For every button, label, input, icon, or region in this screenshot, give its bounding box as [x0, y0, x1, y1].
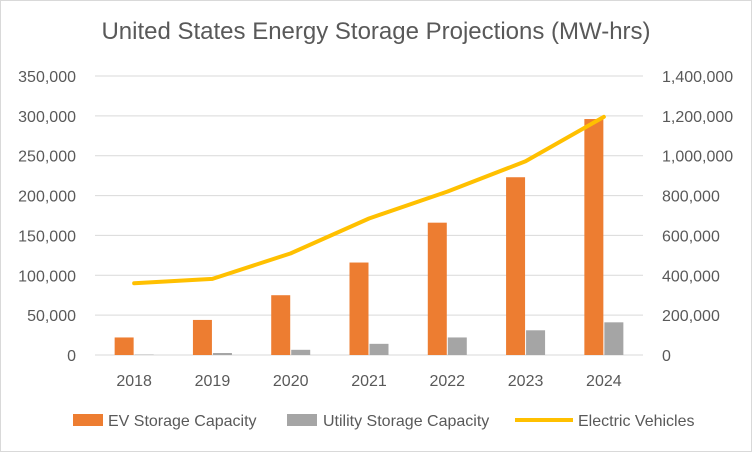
bar-utility-storage-capacity: [212, 353, 232, 355]
bar-utility-storage-capacity: [604, 322, 624, 355]
y-left-tick-label: 300,000: [18, 109, 76, 126]
line-electric-vehicles: [132, 114, 606, 286]
x-tick-label: 2019: [195, 373, 231, 390]
legend-swatch-ev-storage-capacity: [73, 414, 103, 426]
bar-ev-storage-capacity: [349, 262, 369, 355]
bar-utility-storage-capacity: [447, 337, 467, 355]
y-right-tick-label: 800,000: [662, 189, 720, 206]
y-left-tick-label: 250,000: [18, 149, 76, 166]
legend-label-utility-storage-capacity: Utility Storage Capacity: [323, 413, 489, 430]
x-tick-label: 2021: [351, 373, 387, 390]
y-left-tick-label: 0: [67, 348, 76, 365]
bar-ev-storage-capacity: [271, 295, 291, 355]
y-axis-left: 0 50,000 100,000 150,000 200,000 250,000 300,0…: [18, 69, 76, 365]
bar-utility-storage-capacity: [369, 343, 389, 355]
y-right-tick-label: 400,000: [662, 268, 720, 285]
bar-marks: [114, 119, 624, 355]
bar-ev-storage-capacity: [427, 222, 447, 355]
y-right-tick-label: 0: [662, 348, 671, 365]
y-right-tick-label: 1,400,000: [662, 69, 733, 86]
x-tick-label: 2022: [429, 373, 465, 390]
y-left-tick-label: 350,000: [18, 69, 76, 86]
x-axis: 2018 2019 2020 2021 2022 2023 2024: [116, 373, 621, 390]
y-right-tick-label: 1,200,000: [662, 109, 733, 126]
legend-label-electric-vehicles: Electric Vehicles: [578, 413, 695, 430]
bar-ev-storage-capacity: [192, 319, 212, 355]
y-left-tick-label: 100,000: [18, 268, 76, 285]
bar-ev-storage-capacity: [114, 337, 134, 355]
y-right-tick-label: 200,000: [662, 308, 720, 325]
legend: EV Storage Capacity Utility Storage Capac…: [73, 413, 695, 430]
bar-utility-storage-capacity: [291, 349, 311, 355]
y-left-tick-label: 50,000: [27, 308, 76, 325]
y-right-tick-label: 600,000: [662, 228, 720, 245]
bar-ev-storage-capacity: [584, 119, 604, 355]
bar-ev-storage-capacity: [506, 177, 526, 355]
y-axis-right: 0 200,000 400,000 600,000 800,000 1,000,000 1,…: [662, 69, 733, 365]
x-tick-label: 2020: [273, 373, 309, 390]
legend-label-ev-storage-capacity: EV Storage Capacity: [108, 413, 257, 430]
x-tick-label: 2018: [116, 373, 152, 390]
gridlines: [95, 75, 643, 356]
legend-swatch-utility-storage-capacity: [287, 414, 317, 426]
x-tick-label: 2023: [508, 373, 544, 390]
chart-title: United States Energy Storage Projections…: [101, 18, 651, 45]
x-tick-label: 2024: [586, 373, 622, 390]
bar-utility-storage-capacity: [526, 330, 546, 355]
y-left-tick-label: 150,000: [18, 228, 76, 245]
y-left-tick-label: 200,000: [18, 189, 76, 206]
y-right-tick-label: 1,000,000: [662, 149, 733, 166]
line-marks: [132, 114, 606, 286]
